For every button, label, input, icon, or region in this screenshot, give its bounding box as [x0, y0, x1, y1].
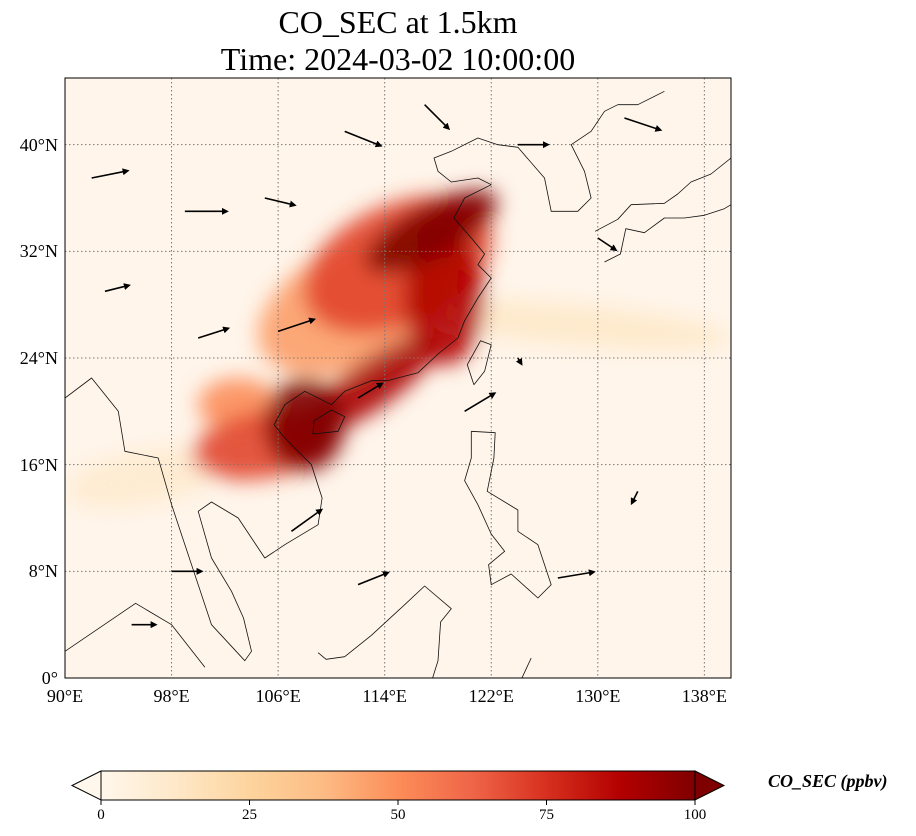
- wind-arrow: [464, 392, 497, 413]
- wind-arrow: [264, 197, 297, 208]
- wind-arrow: [344, 130, 383, 148]
- coastline: [65, 90, 665, 662]
- latitude-tick-label: 8°N: [28, 561, 58, 582]
- plume-region: [264, 378, 345, 472]
- coastline: [521, 657, 532, 678]
- colorbar-min-extension: [70, 770, 102, 801]
- colorbar: [70, 770, 726, 805]
- wind-arrow: [104, 283, 131, 293]
- latitude-tick-label: 40°N: [19, 134, 58, 155]
- wind-arrow: [197, 326, 231, 339]
- longitude-tick-label: 122°E: [468, 686, 514, 706]
- colorbar-tick-label: 0: [97, 807, 105, 823]
- wind-arrow: [597, 237, 618, 252]
- coastline: [464, 430, 552, 599]
- wind-arrow: [357, 571, 390, 586]
- wind-arrow: [424, 104, 451, 131]
- longitude-tick-label: 106°E: [255, 686, 301, 706]
- colorbar-gradient: [101, 771, 695, 800]
- wind-arrow: [557, 569, 596, 579]
- longitude-tick-label: 90°E: [46, 686, 84, 706]
- longitude-tick-label: 138°E: [681, 686, 727, 706]
- coastline: [317, 585, 452, 678]
- latitude-tick-label: 24°N: [19, 348, 58, 368]
- wind-vectors: [91, 104, 663, 629]
- latitude-tick-label: 32°N: [19, 241, 58, 262]
- coastlines: [65, 90, 731, 678]
- coastline: [65, 602, 206, 668]
- plot-title-line2: Time: 2024-03-02 10:00:00: [220, 41, 576, 77]
- gridlines: [65, 78, 731, 678]
- plot-title-line1: CO_SEC at 1.5km: [278, 4, 518, 40]
- wind-arrow: [624, 117, 663, 132]
- colorbar-tick-label: 100: [683, 807, 707, 823]
- wind-arrow: [357, 382, 384, 399]
- coastline: [312, 409, 346, 435]
- coastline: [594, 157, 731, 232]
- colorbar-tick-label: 50: [390, 807, 406, 823]
- colorbar-label: CO_SEC (ppbv): [768, 771, 888, 791]
- wind-arrow: [290, 508, 324, 532]
- longitude-tick-label: 130°E: [575, 686, 621, 706]
- coastline: [604, 204, 731, 263]
- plume-region: [66, 448, 224, 508]
- wind-arrow: [515, 357, 523, 366]
- longitude-tick-label: 98°E: [153, 686, 190, 706]
- latitude-tick-label: 16°N: [19, 454, 58, 475]
- wind-arrow: [277, 317, 317, 333]
- plume-region: [365, 189, 498, 274]
- colorbar-tick-label: 25: [242, 807, 257, 823]
- wind-arrow: [630, 490, 639, 506]
- map-area: [65, 78, 731, 678]
- colorbar-max-extension: [694, 770, 726, 801]
- colorbar-tick-label: 75: [539, 807, 554, 823]
- plume-region: [411, 300, 731, 349]
- plume-region: [404, 231, 485, 365]
- wind-arrow: [91, 168, 130, 179]
- longitude-tick-label: 114°E: [362, 686, 407, 706]
- coastline: [466, 340, 492, 385]
- map-frame: [64, 77, 732, 679]
- latitude-tick-label: 0°: [41, 668, 58, 688]
